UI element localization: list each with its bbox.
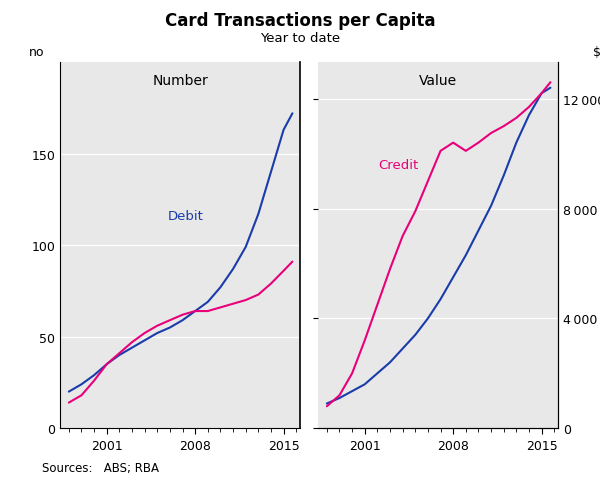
- Text: Value: Value: [419, 74, 457, 88]
- Text: Sources:   ABS; RBA: Sources: ABS; RBA: [42, 461, 159, 474]
- Text: no: no: [29, 46, 44, 59]
- Text: Year to date: Year to date: [260, 31, 340, 45]
- Text: Number: Number: [152, 74, 208, 88]
- Text: Debit: Debit: [168, 210, 204, 223]
- Text: Card Transactions per Capita: Card Transactions per Capita: [165, 12, 435, 30]
- Text: Credit: Credit: [378, 159, 418, 172]
- Text: $: $: [593, 46, 600, 59]
